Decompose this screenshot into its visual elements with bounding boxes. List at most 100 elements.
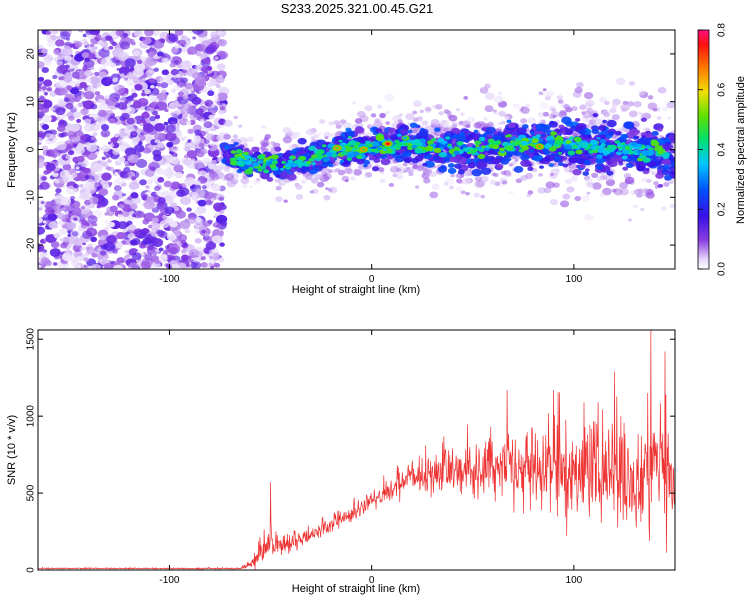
spectrogram-signal-blob bbox=[584, 168, 590, 172]
spectrogram-noise-blob bbox=[156, 82, 162, 87]
spectrogram-noise-blob bbox=[84, 70, 93, 77]
spectrogram-core-blob bbox=[244, 168, 253, 175]
spectrogram-noise-blob bbox=[126, 220, 133, 226]
spectrogram-noise-blob bbox=[69, 87, 79, 95]
spectrogram-halo-blob bbox=[504, 116, 510, 121]
spectrogram-signal-blob bbox=[467, 162, 476, 169]
spectrogram-signal-blob bbox=[447, 167, 457, 174]
spectrogram-core-blob bbox=[243, 151, 249, 156]
spectrogram-halo-blob bbox=[305, 128, 315, 136]
spectrogram-halo-blob bbox=[552, 107, 557, 112]
spectrogram-noise-blob bbox=[59, 238, 65, 242]
spectrogram-noise-blob bbox=[81, 52, 89, 59]
x-tick-label: 0 bbox=[369, 274, 375, 285]
spectrogram-noise-blob bbox=[99, 250, 107, 256]
spectrogram-noise-blob bbox=[79, 135, 87, 141]
spectrogram-halo-blob bbox=[549, 198, 559, 206]
spectrogram-halo-blob bbox=[402, 162, 408, 167]
spectrogram-halo-blob bbox=[619, 188, 629, 196]
spectrogram-noise-blob bbox=[216, 100, 224, 106]
spectrogram-noise-blob bbox=[74, 41, 83, 48]
spectrogram-noise-blob bbox=[115, 242, 124, 249]
spectrogram-noise-blob bbox=[201, 229, 206, 234]
spectrogram-noise-blob bbox=[100, 124, 110, 131]
spectrogram-noise-blob bbox=[181, 235, 187, 240]
spectrogram-noise-blob bbox=[117, 214, 122, 218]
spectrogram-core-blob bbox=[447, 143, 452, 147]
spectrogram-noise-blob bbox=[195, 108, 204, 115]
spectrogram-signal-blob bbox=[614, 130, 622, 136]
spectrogram-noise-blob bbox=[123, 93, 129, 98]
spectrogram-halo-blob bbox=[446, 110, 452, 115]
spectrogram-signal-blob bbox=[455, 134, 467, 142]
spectrogram-noise-blob bbox=[42, 220, 47, 224]
spectrogram-core-blob bbox=[547, 139, 555, 145]
spectrogram-signal-blob bbox=[402, 150, 412, 158]
spectrogram-core-blob bbox=[263, 169, 269, 173]
spectrogram-noise-blob bbox=[128, 262, 140, 269]
spectrogram-noise-blob bbox=[155, 101, 168, 111]
spectrogram-noise-blob bbox=[102, 76, 108, 81]
spectrogram-noise-blob bbox=[121, 112, 130, 120]
spectrogram-noise-blob bbox=[87, 52, 96, 60]
spectrogram-noise-blob bbox=[205, 133, 215, 141]
spectrogram-peak bbox=[385, 142, 390, 146]
spectrogram-noise-blob bbox=[72, 244, 83, 252]
spectrogram-halo-blob bbox=[357, 164, 364, 170]
spectrogram-core-blob bbox=[476, 146, 483, 151]
spectrogram-noise-blob bbox=[159, 220, 170, 229]
spectrogram-noise-blob bbox=[85, 179, 96, 188]
spectrogram-core-blob bbox=[579, 142, 589, 149]
spectrogram-halo-blob bbox=[460, 112, 465, 116]
spectrogram-noise-blob bbox=[171, 88, 176, 93]
spectrogram-noise-blob bbox=[150, 84, 155, 89]
spectrogram-halo-blob bbox=[552, 114, 557, 118]
spectrogram-noise-blob bbox=[170, 77, 175, 81]
spectrogram-noise-blob bbox=[110, 137, 118, 144]
spectrogram-signal-blob bbox=[422, 162, 428, 167]
spectrogram-halo-blob bbox=[586, 108, 594, 114]
spectrogram-halo-blob bbox=[611, 134, 618, 139]
spectrogram-core-blob bbox=[590, 145, 598, 150]
spectrogram-noise-blob bbox=[65, 102, 74, 110]
spectrogram-halo-blob bbox=[554, 162, 560, 167]
spectrogram-noise-blob bbox=[69, 200, 81, 209]
spectrogram-halo-blob bbox=[432, 104, 438, 109]
spectrogram-core-blob bbox=[258, 160, 264, 163]
spectrogram-noise-blob bbox=[80, 108, 89, 116]
spectrogram-noise-blob bbox=[182, 69, 188, 74]
spectrogram-halo-blob bbox=[439, 119, 450, 128]
spectrogram-halo-blob bbox=[463, 170, 471, 177]
spectrogram-halo-blob bbox=[327, 188, 333, 192]
spectrogram-noise-blob bbox=[130, 88, 137, 93]
colorbar-tick-label: 0.8 bbox=[717, 23, 728, 37]
spectrogram-halo-blob bbox=[429, 171, 437, 178]
spectrogram-noise-blob bbox=[117, 102, 128, 110]
spectrogram-noise-blob bbox=[98, 188, 109, 196]
spectrogram-core-blob bbox=[575, 149, 583, 155]
spectrogram-noise-blob bbox=[122, 193, 127, 197]
spectrogram-halo-blob bbox=[275, 196, 283, 203]
spectrogram-halo-blob bbox=[242, 184, 248, 189]
spectrogram-noise-blob bbox=[45, 133, 54, 140]
spectrogram-halo-blob bbox=[354, 117, 363, 124]
spectrogram-signal-blob bbox=[468, 133, 475, 138]
spectrogram-noise-blob bbox=[211, 183, 221, 192]
spectrogram-halo-blob bbox=[384, 93, 395, 102]
spectrogram-signal-blob bbox=[548, 163, 555, 167]
spectrogram-noise-blob bbox=[43, 259, 52, 266]
spectrogram-noise-blob bbox=[169, 62, 176, 68]
spectrogram-noise-blob bbox=[44, 225, 50, 230]
spectrogram-signal-blob bbox=[275, 174, 281, 178]
spectrogram-halo-blob bbox=[641, 177, 648, 183]
spectrogram-core-blob bbox=[325, 151, 334, 157]
spectrogram-signal-blob bbox=[461, 144, 468, 149]
spectrogram-halo-blob bbox=[537, 111, 545, 118]
x-tick-label: 0 bbox=[369, 575, 375, 586]
spectrogram-noise-blob bbox=[63, 97, 70, 103]
spectrogram-noise-blob bbox=[54, 194, 65, 203]
spectrogram-signal-blob bbox=[608, 131, 615, 136]
